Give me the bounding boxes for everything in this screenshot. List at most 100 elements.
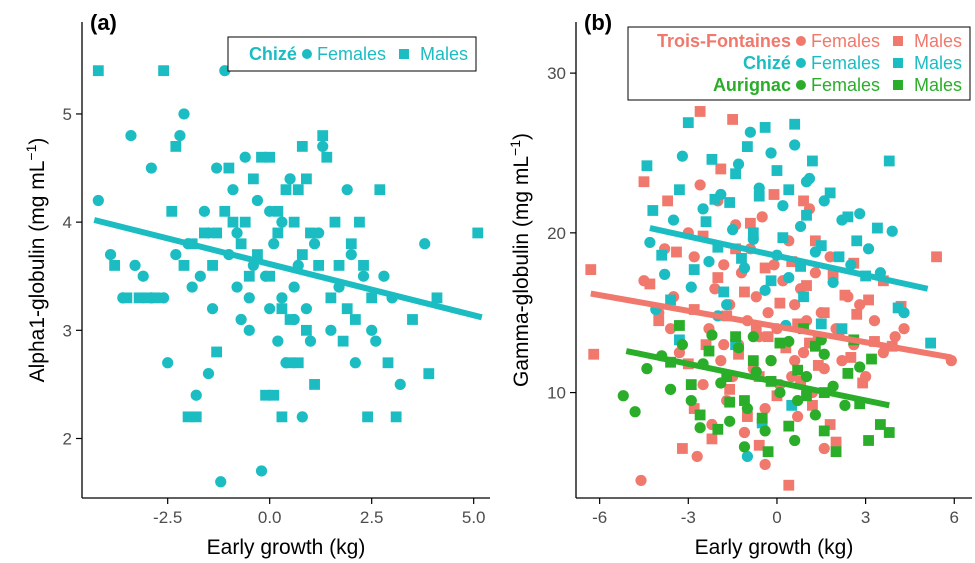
point-males: [694, 409, 706, 421]
point-males: [264, 151, 276, 163]
point-females: [644, 236, 656, 249]
point-males: [641, 160, 653, 172]
point-females: [170, 248, 182, 261]
point-males: [718, 286, 730, 298]
point-males: [739, 395, 750, 406]
legend-square-icon: [892, 58, 903, 68]
point-males: [676, 443, 688, 454]
point-males: [665, 294, 676, 306]
x-tick-label: -3: [681, 508, 696, 527]
point-males: [724, 383, 736, 395]
point-males: [313, 260, 325, 271]
point-females: [378, 270, 390, 282]
point-males: [777, 232, 789, 244]
point-females: [272, 335, 284, 347]
point-males: [839, 289, 851, 301]
point-males: [284, 314, 296, 325]
point-males: [121, 292, 133, 304]
point-males: [706, 433, 718, 445]
point-females: [231, 227, 243, 239]
point-males: [845, 352, 857, 363]
point-males: [301, 324, 312, 336]
point-males: [812, 360, 824, 371]
x-tick-label: 2.5: [360, 508, 384, 527]
point-females: [738, 262, 751, 274]
point-males: [824, 187, 836, 199]
point-females: [276, 216, 288, 228]
point-females: [231, 281, 243, 293]
point-females: [341, 184, 353, 196]
point-males: [276, 303, 288, 315]
point-females: [288, 281, 300, 293]
point-females: [370, 335, 382, 347]
point-males: [247, 173, 259, 185]
point-males: [182, 411, 194, 423]
point-males: [874, 419, 886, 430]
point-males: [789, 118, 801, 130]
point-males: [857, 377, 869, 389]
point-females: [194, 270, 206, 282]
point-males: [824, 419, 836, 430]
legend-circle-icon: [795, 58, 806, 68]
y-axis-label: Alpha1-globulin (mg mL−1): [23, 138, 49, 383]
point-females: [617, 390, 629, 402]
point-males: [818, 425, 830, 437]
point-males: [296, 141, 308, 152]
legend-square-icon: [398, 49, 409, 59]
point-males: [783, 420, 795, 432]
y-tick-label: 5: [63, 105, 72, 124]
point-males: [931, 251, 942, 263]
legend-females-label: Females: [811, 53, 880, 73]
point-males: [830, 446, 842, 458]
point-males: [694, 106, 706, 117]
point-males: [815, 318, 827, 330]
panel-1: -6 -3 0 3 6 10 20 30 Early growth (kg) Gamma-glob…: [507, 10, 972, 559]
point-males: [688, 264, 700, 275]
point-females: [317, 140, 329, 153]
point-males: [703, 345, 715, 357]
legend-males-label: Males: [914, 53, 962, 73]
point-males: [709, 193, 721, 205]
point-males: [697, 230, 709, 242]
point-females: [824, 251, 836, 263]
point-males: [742, 141, 753, 152]
point-males: [341, 303, 353, 315]
y-tick-label: 4: [63, 213, 72, 232]
y-axis-label: Gamma-globulin (mg mL−1): [507, 133, 533, 387]
point-males: [585, 264, 597, 275]
point-males: [243, 270, 255, 282]
point-males: [674, 320, 685, 331]
point-males: [170, 141, 182, 152]
point-males: [301, 173, 312, 185]
point-females: [759, 402, 771, 415]
point-females: [92, 194, 104, 207]
legend-site-label: Trois-Fontaines: [657, 31, 791, 51]
point-males: [851, 308, 863, 320]
point-males: [712, 272, 724, 283]
point-males: [674, 334, 685, 346]
point-males: [349, 314, 361, 325]
legend-site-label: Aurignac: [713, 75, 791, 95]
point-males: [235, 238, 247, 250]
point-females: [264, 303, 276, 315]
point-females: [685, 281, 697, 293]
point-males: [801, 280, 812, 291]
point-females: [667, 214, 680, 226]
point-males: [272, 205, 284, 217]
point-females: [703, 255, 715, 268]
point-males: [765, 275, 777, 287]
x-tick-label: 0: [772, 508, 781, 527]
point-males: [780, 342, 792, 354]
point-males: [227, 216, 239, 228]
point-males: [756, 412, 768, 424]
point-females: [145, 162, 157, 174]
point-males: [472, 227, 484, 239]
point-males: [783, 479, 795, 491]
point-males: [783, 184, 795, 196]
point-females: [732, 158, 745, 170]
x-tick-label: 0.0: [258, 508, 282, 527]
point-males: [682, 117, 694, 129]
point-males: [753, 190, 765, 202]
point-males: [305, 227, 316, 239]
x-tick-label: 3: [861, 508, 870, 527]
